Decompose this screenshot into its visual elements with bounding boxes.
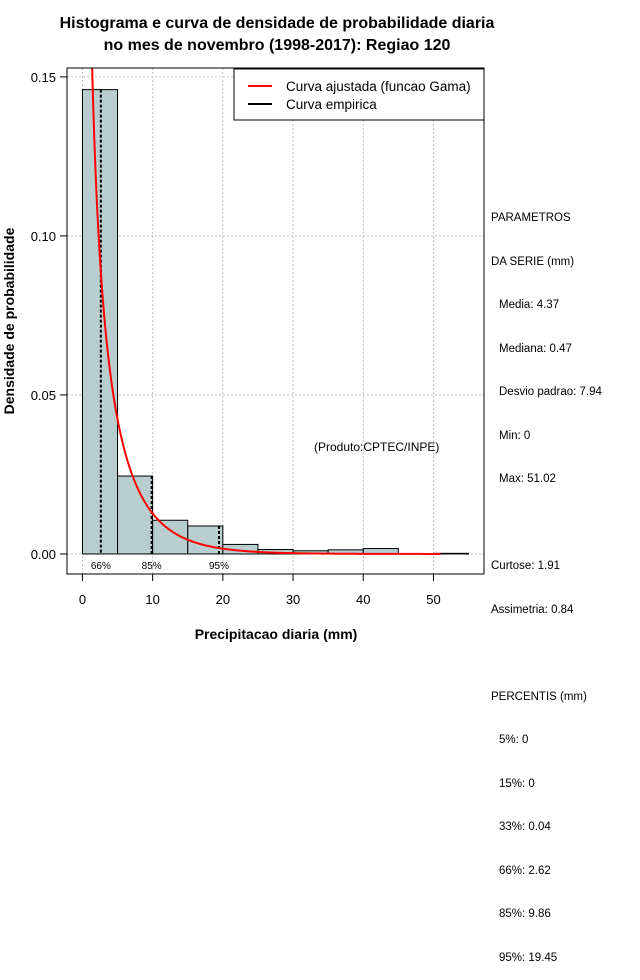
x-tick-label: 30 (286, 592, 300, 607)
percentile-label: 95% (209, 561, 229, 572)
legend-label-gamma: Curva ajustada (funcao Gama) (286, 79, 471, 94)
series-parameters-panel: PARAMETROS DA SERIE (mm) Media: 4.37 Med… (491, 182, 602, 980)
percentil-5: 5%: 0 (499, 734, 529, 746)
params-header-2: DA SERIE (mm) (491, 255, 575, 268)
y-tick-label: 0.00 (31, 547, 56, 562)
legend-label-empirical: Curva empirica (286, 97, 377, 112)
y-axis: 0.00 0.05 0.10 0.15 (31, 70, 67, 562)
y-tick-label: 0.15 (31, 70, 56, 85)
percentile-label: 85% (142, 561, 162, 572)
y-tick-label: 0.05 (31, 388, 56, 403)
histogram-bars (81, 89, 470, 555)
legend: Curva ajustada (funcao Gama) Curva empir… (233, 68, 485, 121)
percentis-header: PERCENTIS (mm) (491, 690, 587, 703)
legend-box (233, 68, 485, 121)
source-annotation: (Produto:CPTEC/INPE) (314, 440, 439, 454)
params-header-1: PARAMETROS (491, 212, 571, 224)
stat-media: Media: 4.37 (499, 299, 560, 311)
stat-min: Min: 0 (499, 429, 531, 442)
chart-title: Histograma e curva de densidade de proba… (60, 15, 495, 32)
stat-desvio: Desvio padrao: 7.94 (499, 386, 602, 398)
histogram-chart: Histograma e curva de densidade de proba… (1, 15, 495, 642)
chart-subtitle: no mes de novembro (1998-2017): Regiao 1… (104, 37, 451, 54)
stat-max: Max: 51.02 (499, 473, 556, 485)
percentil-33: 33%: 0.04 (499, 821, 551, 833)
percentil-15: 15%: 0 (499, 777, 535, 790)
x-tick-label: 10 (145, 592, 159, 607)
y-axis-label: Densidade de probabilidade (1, 227, 17, 414)
percentil-66: 66%: 2.62 (499, 864, 551, 877)
stat-assimetria: Assimetria: 0.84 (491, 603, 574, 616)
x-axis: 0 10 20 30 40 50 (79, 573, 441, 607)
percentil-85: 85%: 9.86 (499, 908, 551, 920)
percentile-label: 66% (91, 561, 111, 572)
x-tick-label: 20 (216, 592, 230, 607)
gamma-curve-layer (91, 68, 441, 555)
x-tick-label: 0 (79, 592, 86, 607)
percentile-markers: 66% 85% 95% (91, 89, 229, 572)
x-tick-label: 40 (356, 592, 370, 607)
histogram-bar (187, 525, 224, 555)
gamma-fit-curve (91, 68, 441, 555)
x-tick-label: 50 (426, 592, 440, 607)
percentil-95: 95%: 19.45 (499, 951, 558, 964)
stat-curtose: Curtose: 1.91 (491, 560, 561, 572)
y-tick-label: 0.10 (31, 229, 56, 244)
stat-mediana: Mediana: 0.47 (499, 342, 572, 355)
histogram-bar (117, 475, 154, 555)
x-axis-label: Precipitacao diaria (mm) (195, 626, 358, 642)
